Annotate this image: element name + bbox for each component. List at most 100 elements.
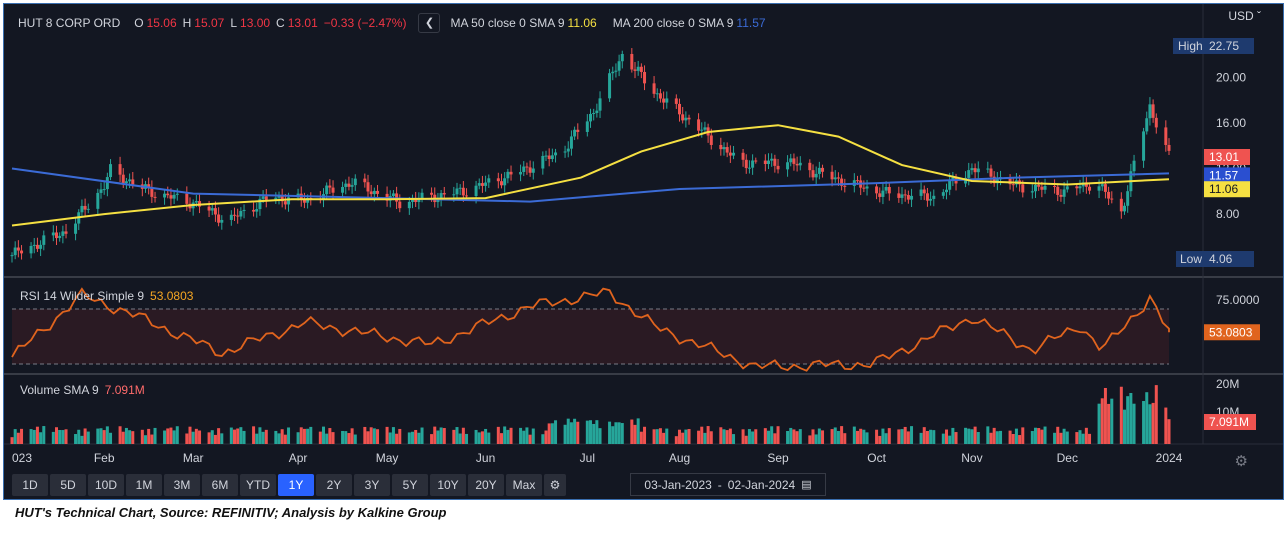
candle-body — [121, 174, 125, 183]
volume-bar — [325, 433, 329, 444]
volume-bar — [817, 428, 821, 444]
volume-bar — [531, 428, 535, 444]
calendar-icon[interactable]: ▤ — [801, 479, 812, 491]
candle-body — [531, 168, 535, 173]
candle-body — [80, 205, 84, 213]
candle-body — [1065, 186, 1069, 190]
low-label: Low — [1180, 252, 1202, 266]
candle-body — [147, 184, 151, 188]
candle-body — [331, 187, 335, 193]
candle-body — [61, 231, 65, 236]
candle-body — [503, 178, 507, 186]
range-button-max[interactable]: Max — [506, 474, 542, 496]
chart-canvas[interactable]: 20.0016.0012.008.00High22.75Low4.0613.01… — [4, 4, 1283, 499]
volume-bar — [144, 435, 147, 444]
candle-body — [697, 119, 701, 131]
candle-body — [1059, 194, 1063, 197]
volume-bar — [776, 426, 780, 444]
gear-icon[interactable]: ⚙ — [1234, 453, 1248, 470]
volume-bar — [16, 432, 20, 444]
volume-bar — [252, 426, 256, 444]
close-label: C — [276, 16, 285, 30]
volume-bar — [258, 427, 262, 444]
range-button-20y[interactable]: 20Y — [468, 474, 504, 496]
volume-bar — [185, 433, 189, 444]
candle-body — [1110, 198, 1114, 200]
range-button-3y[interactable]: 3Y — [354, 474, 390, 496]
currency-selector[interactable]: USD ˇ — [1228, 9, 1261, 23]
volume-bar — [976, 432, 980, 444]
volume-bar — [992, 427, 996, 444]
gear-icon[interactable]: ⚙ — [544, 474, 566, 496]
volume-bar — [754, 429, 758, 444]
volume-bar — [592, 423, 596, 444]
range-button-10d[interactable]: 10D — [88, 474, 124, 496]
candle-body — [989, 168, 993, 177]
candle-body — [709, 135, 713, 145]
candle-body — [166, 193, 170, 196]
volume-bar — [1030, 431, 1034, 444]
volume-bar — [830, 429, 834, 444]
price-tick-label: 20.00 — [1216, 70, 1246, 84]
chevron-left-icon[interactable]: ❮ — [418, 13, 441, 33]
volume-bar — [814, 434, 818, 444]
time-axis-label: Jun — [476, 451, 495, 465]
low-value: 4.06 — [1209, 252, 1233, 266]
volume-bar — [213, 434, 217, 444]
volume-bar — [1008, 430, 1012, 444]
volume-bar — [242, 430, 246, 444]
date-range-picker[interactable]: 03-Jan-2023 - 02-Jan-2024 ▤ — [630, 473, 826, 496]
volume-bar — [525, 427, 529, 444]
candle-body — [1053, 185, 1057, 187]
last-price-badge-bg — [1204, 149, 1250, 166]
volume-bar — [99, 428, 103, 444]
candle-body — [655, 93, 659, 95]
candle-body — [595, 110, 599, 113]
candle-body — [795, 163, 799, 166]
ma50-badge-bg — [1204, 181, 1250, 198]
range-button-10y[interactable]: 10Y — [430, 474, 466, 496]
volume-bar — [941, 433, 945, 444]
volume-bar — [1075, 432, 1079, 444]
range-button-6m[interactable]: 6M — [202, 474, 238, 496]
volume-bar — [503, 426, 507, 444]
volume-bar — [347, 433, 351, 444]
volume-bar — [210, 430, 214, 444]
range-button-1m[interactable]: 1M — [126, 474, 162, 496]
time-axis-label: May — [376, 451, 399, 465]
candle-body — [131, 179, 135, 185]
range-button-1y[interactable]: 1Y — [278, 474, 314, 496]
volume-bar — [541, 434, 545, 444]
candle-body — [411, 199, 414, 202]
volume-bar — [1053, 432, 1057, 444]
volume-bar — [430, 434, 434, 444]
volume-bar — [881, 428, 885, 444]
volume-bar — [836, 430, 840, 444]
volume-bar — [786, 431, 790, 444]
candle-body — [74, 223, 78, 234]
candle-body — [754, 160, 758, 162]
range-button-1d[interactable]: 1D — [12, 474, 48, 496]
candle-body — [833, 177, 837, 180]
candle-body — [458, 187, 462, 189]
volume-bar — [29, 429, 33, 444]
candle-body — [1088, 186, 1092, 191]
volume-bar — [544, 430, 548, 444]
candle-body — [821, 167, 825, 172]
range-button-ytd[interactable]: YTD — [240, 474, 276, 496]
range-button-3m[interactable]: 3M — [164, 474, 200, 496]
candle-body — [42, 235, 46, 245]
range-button-2y[interactable]: 2Y — [316, 474, 352, 496]
volume-bar — [658, 428, 662, 444]
candle-body — [744, 159, 748, 169]
range-button-5d[interactable]: 5D — [50, 474, 86, 496]
range-button-5y[interactable]: 5Y — [392, 474, 428, 496]
volume-bar — [903, 426, 907, 444]
candle-body — [369, 191, 373, 195]
volume-bar — [821, 430, 825, 444]
volume-bar — [811, 429, 815, 444]
volume-bar — [309, 426, 313, 444]
candle-body — [20, 250, 24, 254]
symbol-name: HUT 8 CORP ORD — [18, 16, 121, 30]
volume-bar — [363, 426, 367, 444]
